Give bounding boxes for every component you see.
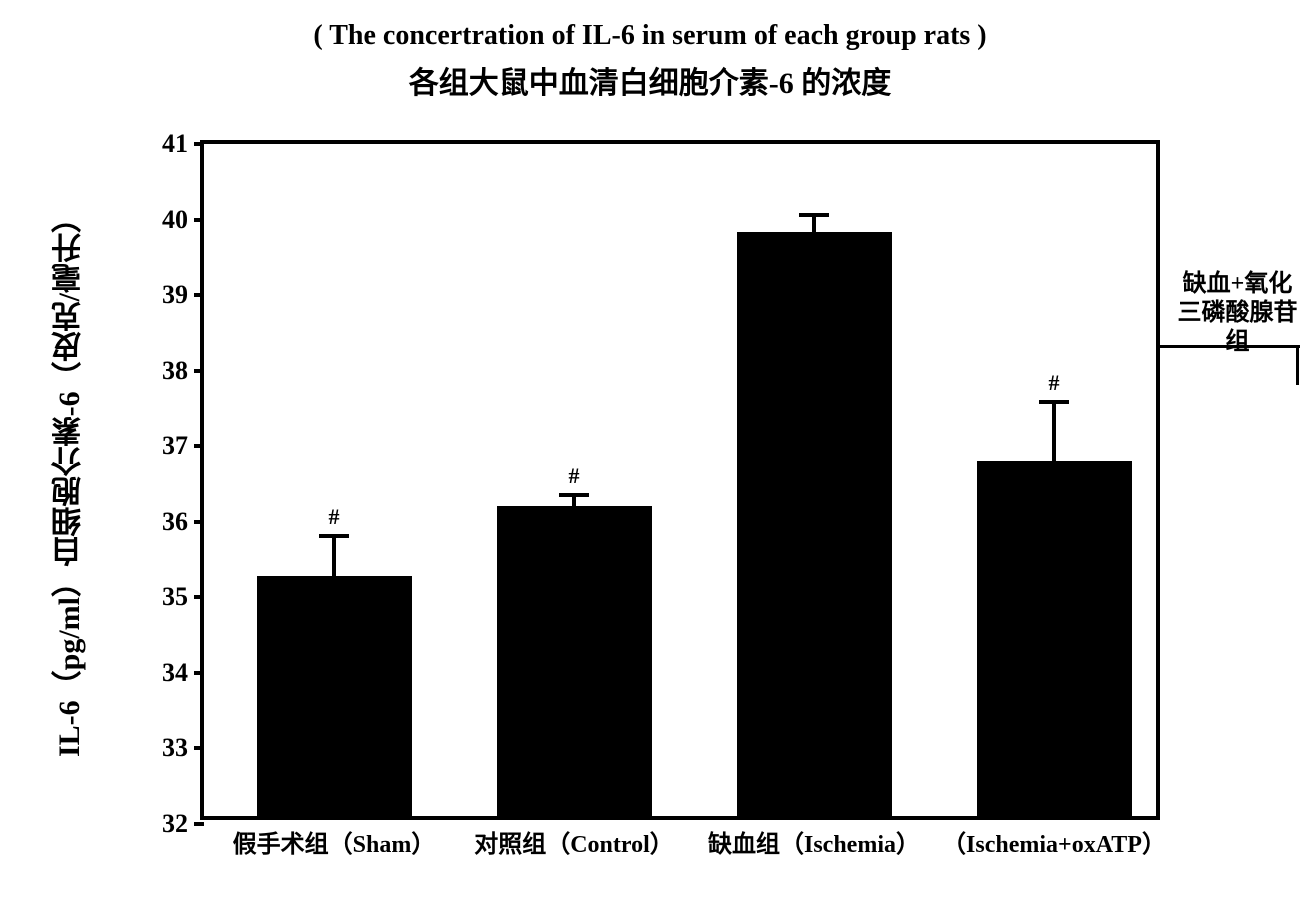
bar4-annotation-text: 缺血+氧化 三磷酸腺苷组	[1175, 270, 1300, 356]
error-bar-cap	[799, 213, 829, 217]
y-tick-mark	[194, 671, 204, 675]
error-bar	[1052, 400, 1056, 460]
error-bar-cap	[559, 493, 589, 497]
x-tick-label: 对照组（Control）	[474, 824, 674, 859]
y-tick-label: 39	[162, 280, 188, 310]
bar-chart-plot-area: 32333435363738394041#假手术组（Sham）#对照组（Cont…	[200, 140, 1160, 820]
bar: #	[257, 576, 412, 816]
chart-title-en: ( The concertration of IL-6 in serum of …	[0, 20, 1300, 52]
significance-mark: #	[329, 504, 340, 530]
bar: #	[497, 506, 652, 816]
y-tick: 35	[162, 582, 204, 612]
significance-mark: #	[1049, 370, 1060, 396]
chart-title-zh: 各组大鼠中血清白细胞介素-6 的浓度	[0, 58, 1300, 102]
y-tick: 41	[162, 129, 204, 159]
y-tick-mark	[194, 595, 204, 599]
y-tick-label: 41	[162, 129, 188, 159]
y-axis-label-group: 白细胞介素-6（皮克/毫升） IL-6（pg/ml）	[30, 140, 110, 820]
y-tick-mark	[194, 520, 204, 524]
y-axis-label-en: IL-6（pg/ml）	[48, 567, 92, 757]
y-tick-label: 40	[162, 205, 188, 235]
error-bar	[812, 213, 816, 232]
y-tick: 40	[162, 205, 204, 235]
y-tick: 37	[162, 431, 204, 461]
y-tick-label: 36	[162, 507, 188, 537]
y-tick-mark	[194, 142, 204, 146]
bar4-annotation-line1: 缺血+氧化	[1183, 271, 1293, 297]
y-tick-label: 38	[162, 356, 188, 386]
y-tick-label: 33	[162, 733, 188, 763]
bar	[737, 232, 892, 816]
error-bar-cap	[319, 534, 349, 538]
y-tick-mark	[194, 218, 204, 222]
chart-title-block: ( The concertration of IL-6 in serum of …	[0, 20, 1300, 102]
y-tick-mark	[194, 822, 204, 826]
y-tick: 39	[162, 280, 204, 310]
x-tick-label: 假手术组（Sham）	[233, 824, 436, 859]
y-tick-mark	[194, 293, 204, 297]
bar4-annotation-leader-horizontal	[1160, 345, 1300, 348]
y-tick: 33	[162, 733, 204, 763]
y-axis-label-zh: 白细胞介素-6（皮克/毫升）	[48, 203, 92, 566]
y-tick-mark	[194, 369, 204, 373]
x-tick-label: （Ischemia+oxATP）	[942, 824, 1166, 859]
y-tick: 36	[162, 507, 204, 537]
y-tick: 34	[162, 658, 204, 688]
x-tick-label: 缺血组（Ischemia）	[708, 824, 920, 859]
error-bar	[572, 493, 576, 507]
bar: #	[977, 461, 1132, 816]
bar4-annotation-leader-vertical	[1296, 345, 1299, 385]
y-tick-mark	[194, 444, 204, 448]
y-tick-label: 34	[162, 658, 188, 688]
y-tick: 38	[162, 356, 204, 386]
y-tick-label: 37	[162, 431, 188, 461]
error-bar-cap	[1039, 400, 1069, 404]
y-tick: 32	[162, 809, 204, 839]
y-tick-label: 32	[162, 809, 188, 839]
y-tick-label: 35	[162, 582, 188, 612]
y-tick-mark	[194, 746, 204, 750]
error-bar	[332, 534, 336, 576]
significance-mark: #	[569, 463, 580, 489]
